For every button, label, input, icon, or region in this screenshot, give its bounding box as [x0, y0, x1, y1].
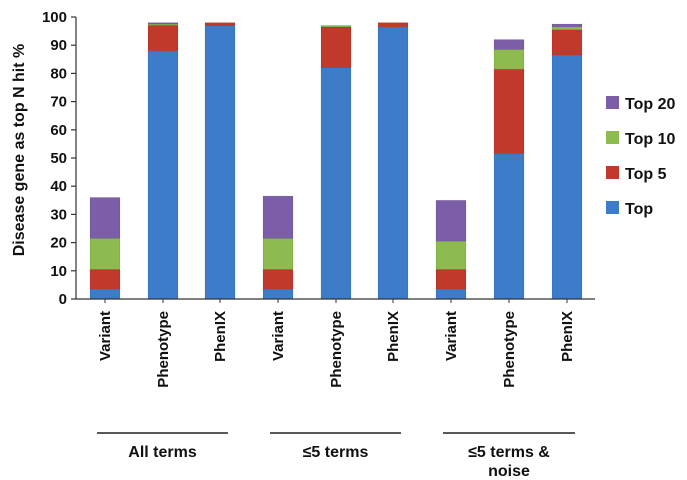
bar-segment-top [493, 153, 525, 300]
bar-segment-top [147, 50, 179, 300]
group-label-line: ≤5 terms [303, 444, 369, 461]
bar-segment-top-20 [89, 197, 121, 239]
group-label: All terms [128, 444, 197, 461]
y-tick-label: 40 [50, 178, 67, 195]
bar-segment-top [262, 288, 294, 300]
x-category-label: PhenIX [559, 311, 576, 362]
bar-segment-top-5 [320, 26, 352, 69]
x-category-label: Variant [97, 311, 114, 361]
legend-label: Top 20 [625, 96, 675, 113]
bar-segment-top-10 [435, 240, 467, 270]
bar-segment-top-5 [262, 269, 294, 290]
y-tick-label: 30 [50, 206, 67, 223]
bar-segment-top-10 [89, 238, 121, 270]
legend-swatch [606, 166, 619, 179]
group-label-line: ≤5 terms & [468, 444, 550, 461]
x-category-label: Variant [443, 311, 460, 361]
y-tick-label: 100 [42, 9, 67, 26]
bar-segment-top [89, 288, 121, 300]
bar-segment-top [204, 25, 236, 300]
bar-segment-top-10 [551, 26, 583, 30]
bar-segment-top-20 [147, 22, 179, 25]
bar-segment-top-10 [262, 238, 294, 270]
group-label-line: noise [488, 463, 530, 480]
legend-label: Top 5 [625, 166, 667, 183]
y-tick-label: 50 [50, 150, 67, 167]
legend: Top 20 Top 10 Top 5 Top [606, 96, 675, 218]
bar-segment-top [435, 288, 467, 300]
group-label-line: All terms [128, 444, 197, 461]
bar-segment-top-20 [435, 200, 467, 242]
bar-segment-top-20 [262, 195, 294, 239]
bar-segment-top-10 [320, 25, 352, 28]
y-tick-label: 10 [50, 263, 67, 280]
x-category-label: Variant [270, 311, 287, 361]
y-axis: 0 10 20 30 40 50 60 70 80 90 100 [42, 9, 77, 308]
bar-segment-top-5 [204, 22, 236, 26]
x-category-label: Phenotype [501, 311, 518, 388]
bar-segment-top-5 [435, 269, 467, 290]
y-axis-title: Disease gene as top N hit % [11, 44, 28, 257]
y-tick-label: 0 [59, 291, 67, 308]
y-tick-label: 80 [50, 65, 67, 82]
legend-swatch [606, 131, 619, 144]
x-axis: Variant Phenotype PhenIX Variant Phenotype Ph… [76, 298, 595, 388]
bars [89, 22, 583, 300]
bar-segment-top-5 [147, 25, 179, 52]
bar-segment-top-20 [493, 39, 525, 50]
x-category-label: PhenIX [212, 311, 229, 362]
bar-segment-top-5 [493, 68, 525, 155]
legend-swatch [606, 96, 619, 109]
legend-label: Top [625, 201, 653, 218]
y-tick-label: 20 [50, 235, 67, 252]
group-label: ≤5 terms & noise [468, 444, 550, 480]
y-tick-label: 60 [50, 122, 67, 139]
x-category-label: Phenotype [155, 311, 172, 388]
bar-segment-top-5 [89, 269, 121, 290]
legend-label: Top 10 [625, 131, 675, 148]
legend-swatch [606, 201, 619, 214]
bar-segment-top-5 [551, 29, 583, 56]
bar-segment-top-20 [551, 23, 583, 28]
group-labels: All terms ≤5 terms ≤5 terms & noise [97, 432, 575, 480]
bar-segment-top-10 [493, 49, 525, 70]
x-category-label: Phenotype [328, 311, 345, 388]
bar-segment-top [320, 67, 352, 300]
x-category-label: PhenIX [385, 311, 402, 362]
bar-segment-top-5 [377, 22, 409, 28]
group-label: ≤5 terms [303, 444, 369, 461]
y-tick-label: 70 [50, 94, 67, 111]
bar-segment-top [377, 26, 409, 300]
bar-segment-top [551, 54, 583, 300]
y-tick-label: 90 [50, 37, 67, 54]
